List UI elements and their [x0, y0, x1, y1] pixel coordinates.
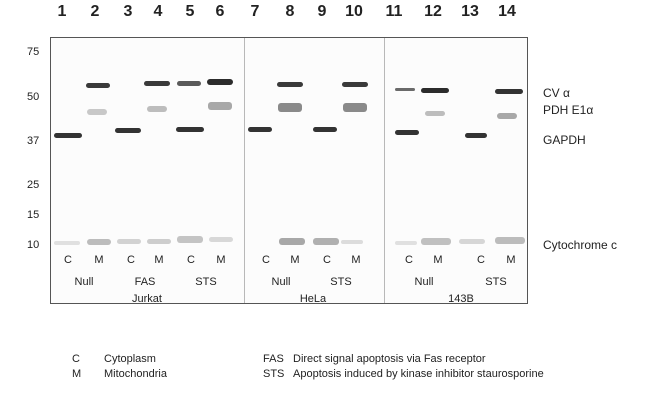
lane-number: 8 — [285, 3, 295, 20]
cytochrome-c-band — [279, 238, 305, 245]
cell-line-label: Jurkat — [132, 293, 162, 305]
legend-text-sts: Apoptosis induced by kinase inhibitor st… — [293, 368, 544, 380]
pdh-e1a-band — [343, 103, 367, 112]
mw-marker: 25 — [27, 179, 40, 191]
fraction-label: M — [154, 254, 164, 266]
treatment-label: STS — [195, 276, 217, 288]
lane-number: 10 — [345, 3, 363, 20]
treatment-label: Null — [414, 276, 434, 288]
gapdh-band — [395, 130, 419, 135]
pdh-e1a-band — [425, 111, 445, 116]
lane-number: 3 — [123, 3, 133, 20]
fraction-label: M — [290, 254, 300, 266]
band-label-cytochrome-c: Cytochrome c — [543, 238, 618, 252]
fraction-label: C — [187, 254, 195, 266]
mw-marker: 15 — [27, 209, 40, 221]
cytochrome-c-band — [54, 241, 80, 245]
lane-number: 9 — [317, 3, 327, 20]
mw-marker: 37 — [27, 135, 40, 147]
treatment-label: Null — [271, 276, 291, 288]
legend-text-m: Mitochondria — [104, 368, 167, 380]
cv-alpha-band — [207, 79, 233, 85]
fraction-label: C — [262, 254, 270, 266]
gapdh-band — [313, 127, 337, 132]
mw-marker: 75 — [27, 46, 40, 58]
mw-marker: 10 — [27, 239, 40, 251]
lane-number: 6 — [215, 3, 225, 20]
band-label-cv-alpha: CV α — [543, 86, 570, 100]
panel-separator — [244, 38, 245, 303]
western-blot-frame: C M C M C M C M C M C M C M Null FAS STS… — [50, 37, 528, 305]
pdh-e1a-band — [147, 106, 167, 112]
pdh-e1a-band — [278, 103, 302, 112]
treatment-label: STS — [485, 276, 507, 288]
cytochrome-c-band — [313, 238, 339, 245]
cytochrome-c-band — [147, 239, 171, 244]
cv-alpha-band — [86, 83, 110, 88]
cell-line-label: HeLa — [299, 293, 327, 305]
lane-number: 13 — [461, 3, 479, 20]
pdh-e1a-band — [497, 113, 517, 119]
fraction-label: C — [405, 254, 413, 266]
fraction-label: M — [216, 254, 226, 266]
lane-number: 14 — [498, 3, 516, 20]
legend-key-c: C — [72, 353, 80, 365]
legend-key-m: M — [72, 368, 82, 380]
cytochrome-c-band — [117, 239, 141, 244]
cytochrome-c-band — [209, 237, 233, 242]
cv-alpha-band — [421, 88, 449, 93]
cv-alpha-band — [495, 89, 523, 94]
cytochrome-c-band — [421, 238, 451, 245]
treatment-label: FAS — [134, 276, 156, 288]
fraction-label: C — [64, 254, 72, 266]
treatment-label: STS — [330, 276, 352, 288]
cv-alpha-band — [342, 82, 368, 87]
gapdh-band — [465, 133, 487, 138]
treatment-label: Null — [74, 276, 94, 288]
fraction-label: C — [477, 254, 485, 266]
fraction-label: M — [433, 254, 443, 266]
fraction-label: M — [94, 254, 104, 266]
cytochrome-c-band — [395, 241, 417, 245]
lane-number: 2 — [90, 3, 100, 20]
cv-alpha-band — [177, 81, 201, 86]
legend-key-sts: STS — [263, 368, 285, 380]
legend-key-fas: FAS — [263, 353, 284, 365]
fraction-label: M — [506, 254, 516, 266]
fraction-label: C — [127, 254, 135, 266]
lane-number: 1 — [57, 3, 67, 20]
lane-number: 5 — [185, 3, 195, 20]
cytochrome-c-band — [341, 240, 363, 244]
cv-alpha-band — [395, 88, 415, 91]
pdh-e1a-band — [208, 102, 232, 110]
cytochrome-c-band — [177, 236, 203, 243]
cell-line-label: 143B — [448, 293, 474, 305]
gapdh-band — [176, 127, 204, 132]
mw-marker: 50 — [27, 91, 40, 103]
pdh-e1a-band — [87, 109, 107, 115]
band-label-gapdh: GAPDH — [543, 133, 586, 147]
fraction-label: C — [323, 254, 331, 266]
fraction-label: M — [351, 254, 361, 266]
gapdh-band — [54, 133, 82, 138]
gapdh-band — [115, 128, 141, 133]
lane-number: 7 — [250, 3, 260, 20]
panel-separator — [384, 38, 385, 303]
cytochrome-c-band — [459, 239, 485, 244]
lane-number: 12 — [424, 3, 442, 20]
cv-alpha-band — [277, 82, 303, 87]
lane-number: 11 — [385, 3, 403, 20]
lane-number: 4 — [153, 3, 163, 20]
gapdh-band — [248, 127, 272, 132]
legend-text-c: Cytoplasm — [104, 353, 156, 365]
cytochrome-c-band — [87, 239, 111, 245]
cv-alpha-band — [144, 81, 170, 86]
band-label-pdh-e1a: PDH E1α — [543, 103, 594, 117]
cytochrome-c-band — [495, 237, 525, 244]
legend-text-fas: Direct signal apoptosis via Fas receptor — [293, 353, 486, 365]
